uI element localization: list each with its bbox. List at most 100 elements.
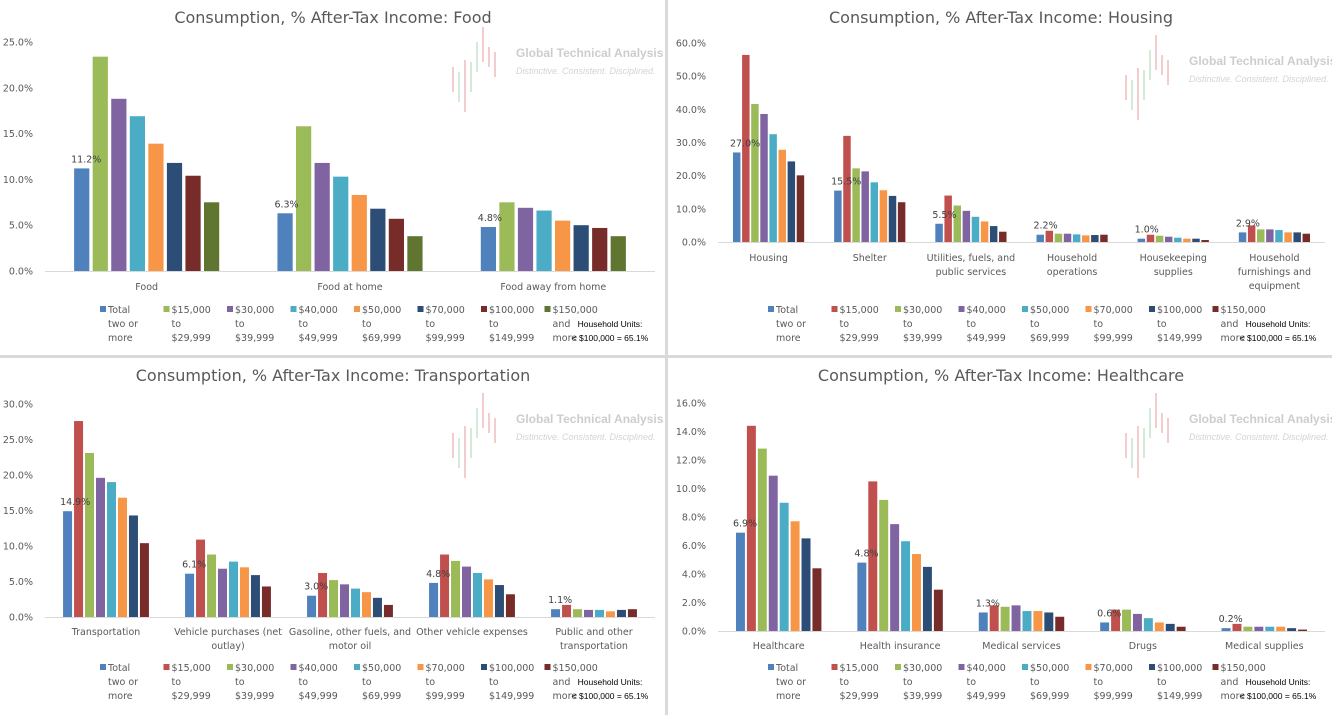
legend-label: $99,999 [426, 333, 465, 344]
watermark-tagline: Distinctive. Consistent. Disciplined. [516, 432, 656, 442]
y-tick-label: 0.0% [9, 267, 33, 278]
watermark-name: Global Technical Analysis [1189, 412, 1332, 426]
bar-group-medical-supplies [1221, 623, 1308, 631]
legend-label: to [426, 319, 436, 330]
bar [1174, 237, 1182, 242]
watermark-candle [1167, 60, 1169, 85]
bar [790, 521, 800, 631]
bar [499, 202, 515, 271]
household-units-note: Household Units: [578, 677, 643, 687]
y-tick-label: 15.0% [3, 506, 33, 517]
bar [505, 594, 515, 617]
legend-swatch [417, 664, 424, 670]
bar [1183, 238, 1191, 242]
legend-label: $40,000 [967, 305, 1006, 316]
legend-label: to [1030, 319, 1040, 330]
bar [1036, 234, 1044, 242]
legend-label: $49,999 [967, 333, 1006, 344]
bar-group-health-insurance [857, 481, 943, 631]
legend-label: $30,000 [235, 305, 274, 316]
chart-title: Consumption, % After-Tax Income: Transpo… [136, 366, 531, 385]
watermark-candle [1131, 438, 1133, 468]
data-label: 4.8% [854, 549, 878, 560]
y-tick-label: 40.0% [676, 105, 706, 116]
bar [340, 584, 350, 617]
legend-label: to [967, 319, 977, 330]
legend-label: Total [775, 305, 798, 316]
watermark-candle [1137, 68, 1139, 120]
data-label: 0.2% [1219, 614, 1243, 625]
bar [555, 220, 571, 271]
legend-item: $30,000 to $39,999 [895, 663, 942, 702]
legend-item: $50,000 to $69,999 [354, 305, 401, 344]
y-tick-label: 10.0% [3, 542, 33, 553]
category-label: Housekeeping [1140, 253, 1207, 264]
legend-label: $30,000 [903, 663, 942, 674]
bar [868, 481, 878, 631]
bar [1238, 232, 1247, 242]
watermark-candle [1149, 408, 1151, 438]
legend-item: $50,000 to $69,999 [1022, 663, 1069, 702]
watermark-candle [1131, 80, 1133, 110]
transportation-chart-panel: Global Technical Analysis Distinctive. Co… [0, 358, 666, 715]
bar [627, 609, 637, 617]
category-label: Household [1047, 253, 1097, 264]
legend-label: $50,000 [1030, 663, 1069, 674]
bar [768, 475, 778, 631]
legend-item: $100,000 to $149,999 [1149, 305, 1202, 344]
legend-swatch [163, 306, 170, 312]
legend-label: $49,999 [299, 333, 338, 344]
bar [901, 541, 911, 631]
bar-group-public-and-other-transportation [551, 604, 637, 617]
legend-label: $150,000 [553, 663, 598, 674]
bar [1276, 626, 1286, 631]
legend-item: $30,000 to $39,999 [227, 305, 274, 344]
legend-swatch [768, 664, 774, 670]
legend-label: $29,999 [172, 691, 211, 702]
legend-label: more [553, 333, 578, 344]
legend-label: $70,000 [426, 305, 465, 316]
household-units-value: < $100,000 = 65.1% [572, 691, 649, 701]
legend-label: $99,999 [426, 691, 465, 702]
watermark-candle [452, 433, 454, 458]
data-label: 1.1% [548, 595, 572, 606]
bar [361, 592, 371, 617]
y-tick-label: 2.0% [682, 598, 706, 609]
bar [1033, 611, 1043, 631]
legend-label: to [1094, 677, 1104, 688]
legend-label: $29,999 [172, 333, 211, 344]
bar [117, 497, 127, 617]
watermark-name: Global Technical Analysis [516, 412, 664, 426]
legend-item: $15,000 to $29,999 [163, 305, 211, 344]
legend-item: $150,000 and more [1212, 305, 1266, 344]
legend-item: $100,000 to $149,999 [481, 305, 534, 344]
category-label: Drugs [1129, 641, 1157, 652]
bar-group-food-at-home [277, 126, 423, 271]
legend-swatch [227, 306, 233, 312]
legend-label: $40,000 [299, 663, 338, 674]
legend-swatch [1085, 306, 1092, 312]
legend-label: to [1157, 319, 1167, 330]
bar [1155, 235, 1164, 242]
category-label: Vehicle purchases (net [174, 627, 282, 638]
household-units-value: < $100,000 = 65.1% [572, 333, 649, 343]
bar [757, 448, 767, 631]
household-units-note: Household Units: [1246, 319, 1311, 329]
watermark-candle [488, 413, 490, 433]
legend-item: $50,000 to $69,999 [354, 663, 401, 702]
y-tick-label: 12.0% [676, 456, 706, 467]
legend-label: $70,000 [1094, 663, 1133, 674]
category-label: furnishings and [1238, 267, 1311, 278]
y-tick-label: 8.0% [682, 513, 706, 524]
y-tick-label: 30.0% [3, 400, 33, 411]
bar-group-medical-services [978, 605, 1065, 631]
bar [472, 572, 482, 617]
bar [440, 554, 450, 617]
data-label: 15.5% [831, 177, 861, 188]
bar [329, 580, 339, 617]
bar [383, 604, 393, 617]
watermark-logo: Global Technical Analysis Distinctive. Co… [452, 393, 664, 478]
watermark-candle [458, 438, 460, 468]
category-label: Gasoline, other fuels, and [289, 627, 411, 638]
bar [318, 572, 328, 617]
